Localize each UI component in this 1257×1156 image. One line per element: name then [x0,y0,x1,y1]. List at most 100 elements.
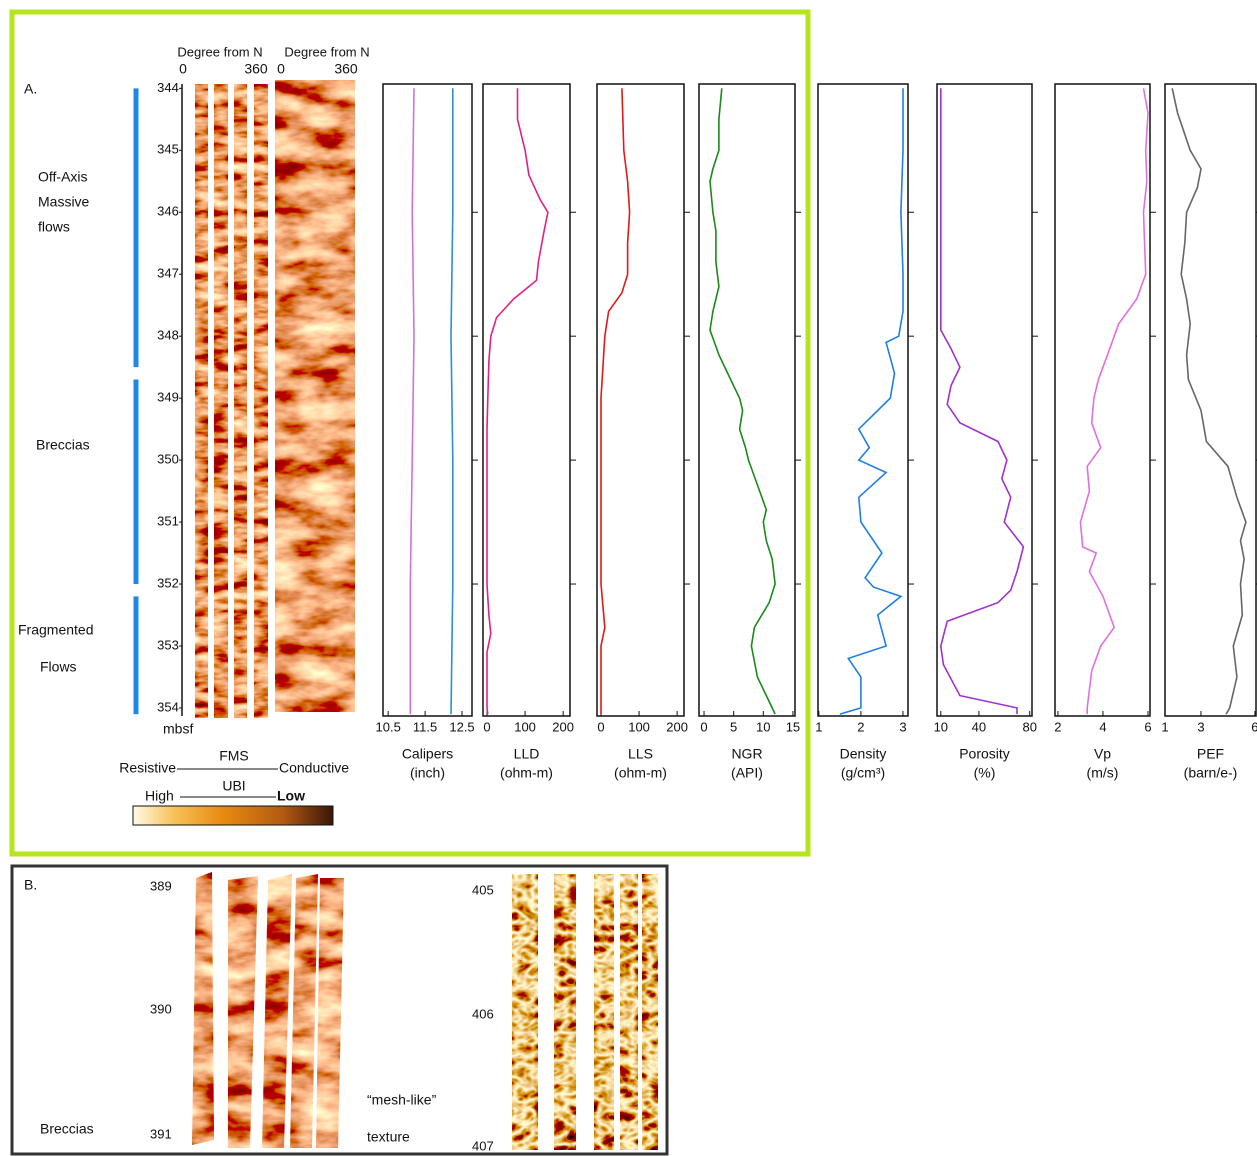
track-title: Calipers [402,746,453,762]
depth-tick-label: 354 [157,699,179,714]
x-tick-label: 80 [1022,719,1036,734]
image-header: Degree from N [284,44,369,59]
ubi-image [275,80,355,712]
x-tick-label: 0 [483,719,490,734]
track-unit: (barn/e-) [1184,765,1238,781]
track-title: Porosity [959,746,1010,762]
image-header-tick: 0 [179,61,187,77]
track-frame [1165,84,1256,716]
track-frame [383,84,472,716]
depth-label: 405 [472,882,494,897]
x-tick-label: 1 [1161,719,1168,734]
depth-tick-label: 352 [157,575,179,590]
depth-tick-label: 349 [157,390,179,405]
caption: “mesh-like” [367,1092,437,1108]
interval-label: Off-Axis [38,169,88,185]
x-tick-label: 200 [666,719,688,734]
x-tick-label: 100 [628,719,650,734]
log-curve [840,88,903,714]
track-title: Density [840,746,887,762]
interval-label: Breccias [36,437,90,453]
x-tick-label: 15 [786,719,800,734]
depth-tick-label: 344 [157,80,179,95]
track-title: NGR [731,746,762,762]
track-frame [1055,84,1150,716]
caption: texture [367,1129,410,1145]
depth-label: 406 [472,1006,494,1021]
depth-label: 390 [150,1001,172,1016]
depth-tick-label: 353 [157,637,179,652]
track-frame [483,84,570,716]
log-curve [1172,88,1246,714]
track-unit: (API) [731,765,763,781]
depth-label: 391 [150,1126,172,1141]
interval-label: flows [38,219,70,235]
x-tick-label: 10.5 [376,719,401,734]
track-frame [699,84,795,716]
x-tick-label: 2 [857,719,864,734]
legend-fms: FMS [219,748,249,764]
x-tick-label: 40 [972,719,986,734]
panel-label: A. [24,81,37,97]
depth-tick-label: 345 [157,142,179,157]
log-curve [410,88,414,714]
image-header-tick: 360 [244,61,268,77]
legend-low: Low [277,788,305,804]
track-unit: (m/s) [1087,765,1119,781]
x-tick-label: 1 [815,719,822,734]
depth-label: 407 [472,1138,494,1153]
track-unit: (g/cm³) [841,765,885,781]
fms-image [195,84,268,718]
image-header-tick: 360 [334,61,358,77]
panel-label: B. [24,877,37,893]
track-unit: (ohm-m) [614,765,667,781]
x-tick-label: 10 [934,719,948,734]
track-unit: (inch) [410,765,445,781]
depth-tick-label: 346 [157,204,179,219]
panel-a-frame [12,12,808,854]
track-title: LLD [514,746,540,762]
interval-label: Massive [38,194,90,210]
x-tick-label: 3 [899,719,906,734]
depth-tick-label: 347 [157,266,179,281]
log-curve [941,88,1024,714]
depth-label: 389 [150,878,172,893]
legend-left: Resistive [119,760,176,776]
x-tick-label: 4 [1099,719,1106,734]
interval-label: Fragmented [18,622,93,638]
x-tick-label: 6 [1251,719,1257,734]
track-title: LLS [628,746,653,762]
track-unit: (%) [974,765,996,781]
log-curve [601,88,630,714]
depth-tick-label: 351 [157,514,179,529]
log-curve [1080,88,1148,714]
x-tick-label: 100 [514,719,536,734]
log-curve [487,88,548,714]
depth-tick-label: 350 [157,452,179,467]
track-frame [818,84,908,716]
x-tick-label: 11.5 [413,719,437,734]
depth-unit: mbsf [163,721,193,737]
legend-high: High [145,788,174,804]
track-title: PEF [1197,746,1224,762]
x-tick-label: 0 [700,719,707,734]
x-tick-label: 12.5 [449,719,474,734]
x-tick-label: 10 [756,719,770,734]
image-header-tick: 0 [277,61,285,77]
log-curve [451,88,453,714]
track-frame [597,84,684,716]
color-scale [133,806,333,825]
mesh-texture-image [512,874,658,1150]
figure: A. mbsf FMS Resistive Conductive UBI Hig… [0,0,1257,1156]
legend-ubi: UBI [222,778,245,794]
x-tick-label: 5 [730,719,737,734]
x-tick-label: 2 [1054,719,1061,734]
caption: Breccias [40,1121,94,1137]
image-header: Degree from N [177,44,262,59]
track-title: Vp [1094,746,1111,762]
x-tick-label: 200 [552,719,574,734]
log-curve [710,88,775,714]
track-unit: (ohm-m) [500,765,553,781]
interval-label: Flows [40,659,77,675]
track-frame [937,84,1032,716]
